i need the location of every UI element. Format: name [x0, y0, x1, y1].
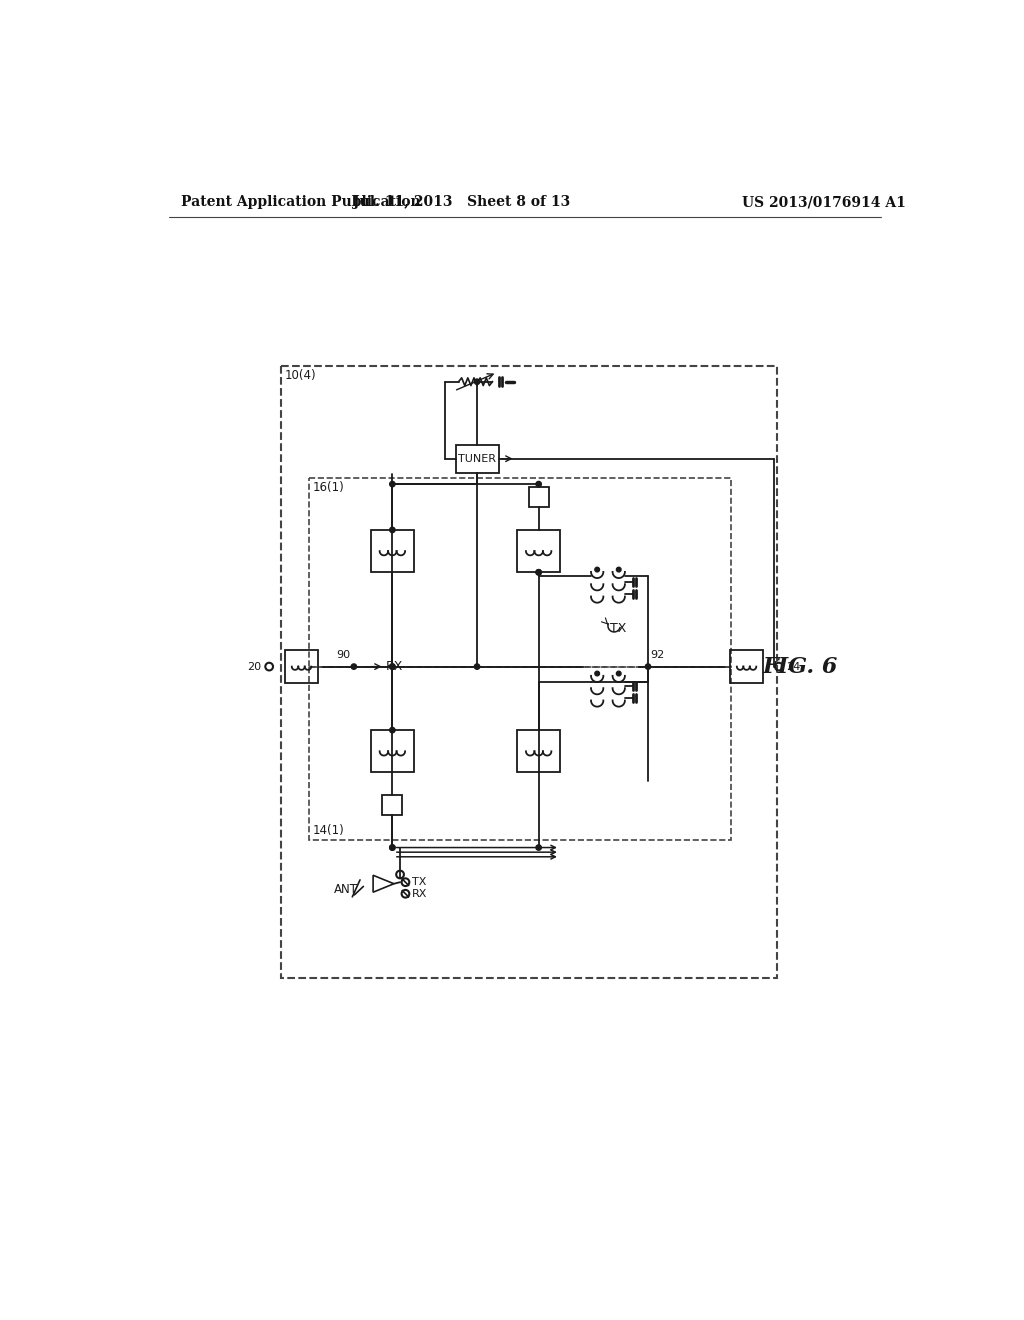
Text: US 2013/0176914 A1: US 2013/0176914 A1	[741, 195, 905, 210]
Circle shape	[536, 570, 542, 576]
Bar	[282, 367, 777, 978]
Circle shape	[616, 568, 621, 572]
Circle shape	[536, 570, 542, 576]
Text: Patent Application Publication: Patent Application Publication	[180, 195, 420, 210]
Text: TX: TX	[412, 878, 426, 887]
Circle shape	[536, 482, 542, 487]
Bar	[730, 651, 763, 682]
Circle shape	[390, 727, 395, 733]
Circle shape	[474, 664, 480, 669]
Bar	[309, 478, 731, 667]
Text: ANT: ANT	[334, 883, 357, 896]
Text: 16(1): 16(1)	[312, 480, 344, 494]
Text: TUNER: TUNER	[458, 454, 496, 463]
Bar	[382, 795, 402, 816]
Circle shape	[390, 845, 395, 850]
Circle shape	[390, 482, 395, 487]
Circle shape	[645, 664, 650, 669]
Circle shape	[474, 379, 480, 384]
Bar	[309, 667, 731, 840]
Text: RX: RX	[386, 660, 403, 673]
Circle shape	[616, 671, 621, 676]
Text: 90: 90	[336, 651, 350, 660]
Circle shape	[390, 664, 395, 669]
Text: 24: 24	[786, 661, 801, 672]
Text: 20: 20	[248, 661, 261, 672]
Bar	[517, 529, 560, 573]
Text: Jul. 11, 2013   Sheet 8 of 13: Jul. 11, 2013 Sheet 8 of 13	[353, 195, 570, 210]
Bar	[517, 730, 560, 772]
Circle shape	[595, 568, 599, 572]
Bar	[528, 487, 549, 507]
Bar	[371, 730, 414, 772]
Circle shape	[536, 845, 542, 850]
Circle shape	[390, 664, 395, 669]
Text: FIG. 6: FIG. 6	[763, 656, 839, 677]
Circle shape	[390, 527, 395, 533]
Bar	[456, 445, 499, 473]
Text: RX: RX	[412, 888, 427, 899]
Bar	[371, 529, 414, 573]
Text: 10(4): 10(4)	[285, 370, 316, 383]
Bar	[286, 651, 317, 682]
Text: 14(1): 14(1)	[312, 824, 344, 837]
Text: 92: 92	[650, 651, 665, 660]
Circle shape	[390, 845, 395, 850]
Text: TX: TX	[609, 622, 626, 635]
Circle shape	[351, 664, 356, 669]
Circle shape	[595, 671, 599, 676]
